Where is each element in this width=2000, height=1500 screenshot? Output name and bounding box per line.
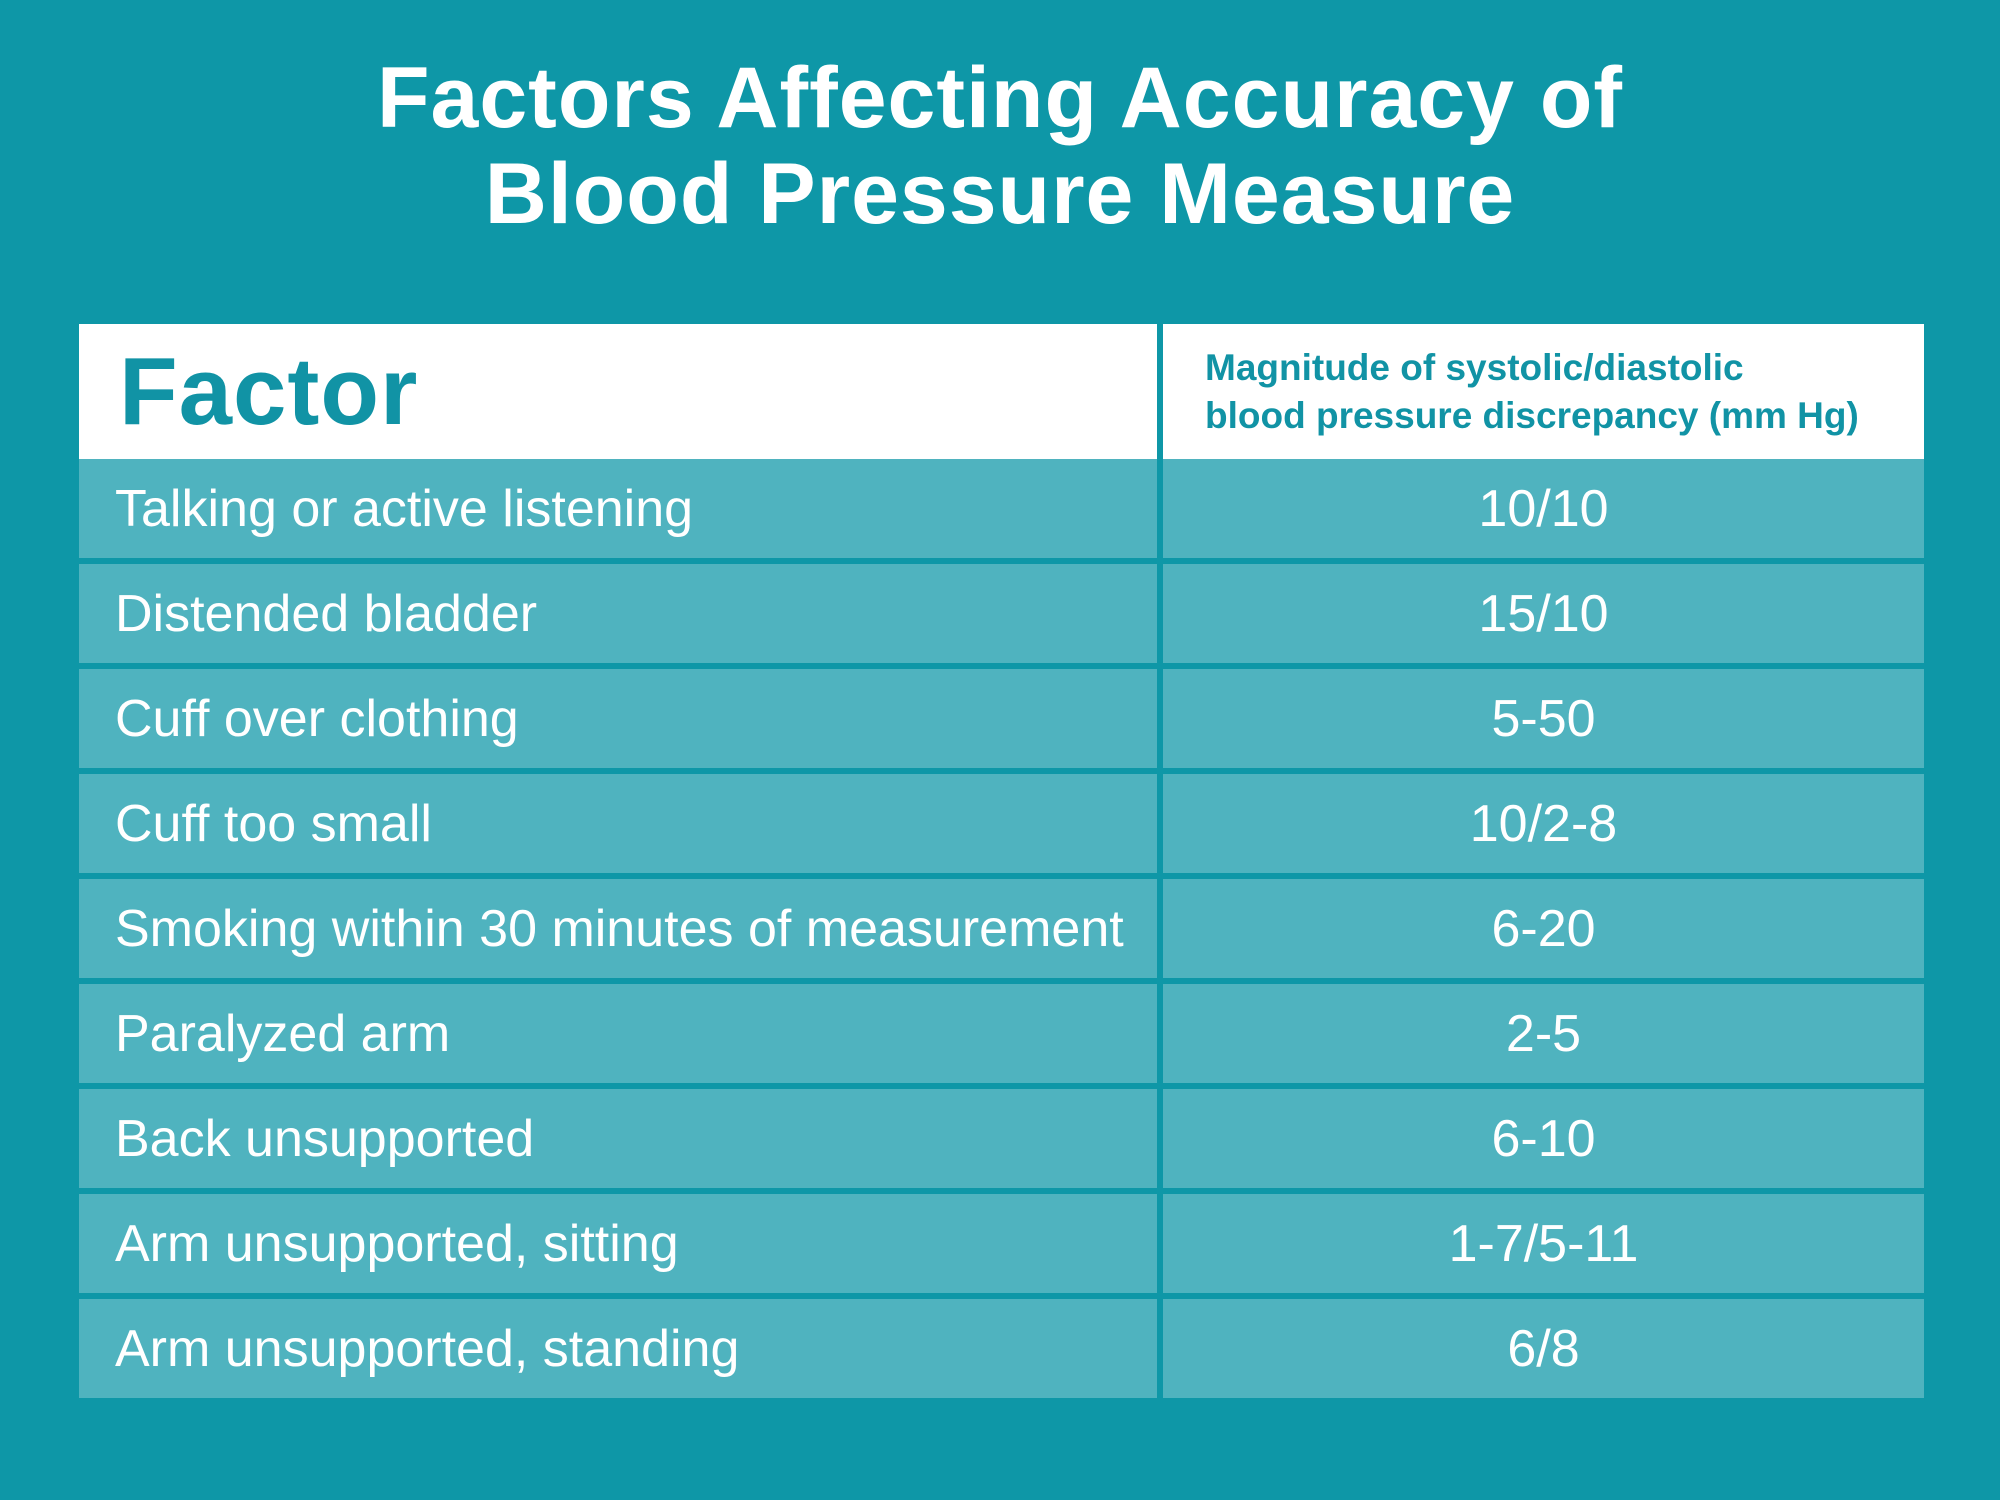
page-title-line-2: Blood Pressure Measure xyxy=(484,146,1516,243)
value-cell: 10/10 xyxy=(1163,459,1924,558)
column-header-factor-label: Factor xyxy=(119,337,419,445)
factor-label: Talking or active listening xyxy=(115,479,694,538)
factor-label: Arm unsupported, standing xyxy=(115,1319,740,1378)
factor-label: Back unsupported xyxy=(115,1109,535,1168)
factor-cell: Distended bladder xyxy=(79,564,1157,663)
factor-cell: Paralyzed arm xyxy=(79,984,1157,1083)
factor-cell: Talking or active listening xyxy=(79,459,1157,558)
value-label: 15/10 xyxy=(1478,584,1609,643)
factor-cell: Smoking within 30 minutes of measurement xyxy=(79,879,1157,978)
value-cell: 2-5 xyxy=(1163,984,1924,1083)
value-label: 10/2-8 xyxy=(1469,794,1618,853)
value-cell: 6-10 xyxy=(1163,1089,1924,1188)
factor-label: Cuff over clothing xyxy=(115,689,519,748)
factor-cell: Arm unsupported, sitting xyxy=(79,1194,1157,1293)
value-label: 10/10 xyxy=(1478,479,1609,538)
table-row: Back unsupported 6-10 xyxy=(79,1089,1924,1188)
value-label: 6/8 xyxy=(1507,1319,1580,1378)
factor-label: Cuff too small xyxy=(115,794,432,853)
value-label: 2-5 xyxy=(1505,1004,1582,1063)
table-header-row: Factor Magnitude of systolic/diastolic b… xyxy=(79,324,1924,459)
table-row: Arm unsupported, standing 6/8 xyxy=(79,1299,1924,1398)
value-label: 6-20 xyxy=(1491,899,1596,958)
factor-label: Arm unsupported, sitting xyxy=(115,1214,679,1273)
value-label: 6-10 xyxy=(1491,1109,1596,1168)
page-title-line-1: Factors Affecting Accuracy of xyxy=(376,50,1624,146)
value-label: 5-50 xyxy=(1491,689,1596,748)
value-cell: 15/10 xyxy=(1163,564,1924,663)
value-cell: 10/2-8 xyxy=(1163,774,1924,873)
table-row: Paralyzed arm 2-5 xyxy=(79,984,1924,1083)
factor-label: Distended bladder xyxy=(115,584,538,643)
factor-cell: Cuff over clothing xyxy=(79,669,1157,768)
value-cell: 6-20 xyxy=(1163,879,1924,978)
factor-label: Smoking within 30 minutes of measurement xyxy=(115,899,1124,958)
page-title: Factors Affecting Accuracy of Blood Pres… xyxy=(0,50,2000,243)
factor-label: Paralyzed arm xyxy=(115,1004,451,1063)
factors-table: Factor Magnitude of systolic/diastolic b… xyxy=(79,324,1924,1398)
factor-cell: Cuff too small xyxy=(79,774,1157,873)
column-header-magnitude-line-2: blood pressure discrepancy (mm Hg) xyxy=(1205,394,1859,436)
column-header-magnitude: Magnitude of systolic/diastolic blood pr… xyxy=(1163,324,1924,459)
value-cell: 1-7/5-11 xyxy=(1163,1194,1924,1293)
value-cell: 5-50 xyxy=(1163,669,1924,768)
column-header-factor: Factor xyxy=(79,324,1157,459)
table-row: Smoking within 30 minutes of measurement… xyxy=(79,879,1924,978)
factor-cell: Back unsupported xyxy=(79,1089,1157,1188)
value-cell: 6/8 xyxy=(1163,1299,1924,1398)
table-row: Cuff over clothing 5-50 xyxy=(79,669,1924,768)
table-body: Talking or active listening 10/10 Distende… xyxy=(79,459,1924,1398)
table-row: Distended bladder 15/10 xyxy=(79,564,1924,663)
table-row: Arm unsupported, sitting 1-7/5-11 xyxy=(79,1194,1924,1293)
column-header-magnitude-line-1: Magnitude of systolic/diastolic xyxy=(1205,346,1744,388)
value-label: 1-7/5-11 xyxy=(1448,1214,1639,1273)
factor-cell: Arm unsupported, standing xyxy=(79,1299,1157,1398)
table-row: Talking or active listening 10/10 xyxy=(79,459,1924,558)
table-row: Cuff too small 10/2-8 xyxy=(79,774,1924,873)
